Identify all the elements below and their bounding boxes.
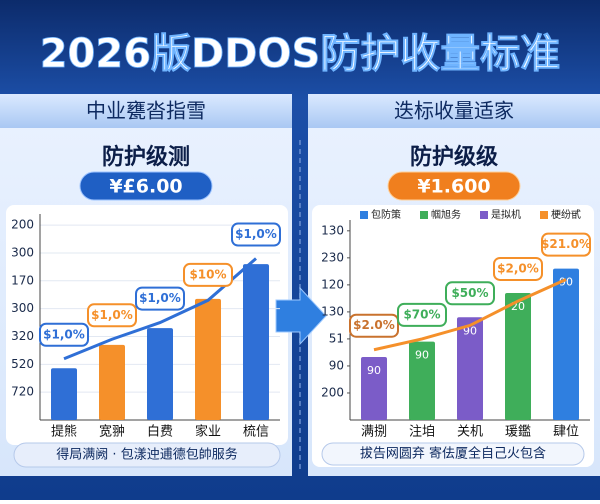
annotation: $50% xyxy=(451,286,488,300)
annotation: $1,0% xyxy=(139,291,181,305)
panel-subtitle: 防护级测 xyxy=(102,144,190,170)
annotation-bubble xyxy=(445,281,495,306)
y-tick-label: 120 xyxy=(321,277,344,291)
legend-label: 是拟机 xyxy=(491,208,521,221)
arrow xyxy=(275,286,327,346)
x-tick-label: 家业 xyxy=(195,424,221,440)
y-tick-label: 200 xyxy=(321,385,344,399)
bar xyxy=(361,357,387,420)
bar-label: 90 xyxy=(559,276,573,289)
x-tick-label: 梳信 xyxy=(243,425,269,440)
x-tick-label: 宽翀 xyxy=(99,424,125,440)
legend-label: 梗纷甙 xyxy=(551,208,581,221)
y-tick-label: 130 xyxy=(321,223,344,237)
y-tick-label: 90 xyxy=(329,358,344,372)
price: ¥£6.00 xyxy=(109,176,182,198)
x-tick-label: 关机 xyxy=(457,425,483,440)
legend-swatch xyxy=(480,211,488,219)
y-tick-label: 320 xyxy=(11,329,34,343)
annotation-bubble xyxy=(39,322,89,347)
bar xyxy=(505,292,531,420)
legend-label: 帼旭务 xyxy=(431,208,461,221)
annotation: $2.0% xyxy=(353,318,395,332)
y-tick-label: 130 xyxy=(321,304,344,318)
footer-pill xyxy=(321,442,585,466)
annotation-bubble xyxy=(87,303,137,328)
bar xyxy=(243,264,269,420)
trend-line xyxy=(373,278,567,352)
legend-swatch xyxy=(420,211,428,219)
x-tick-label: 满捌 xyxy=(361,424,387,440)
right-heading-bar xyxy=(308,94,600,128)
y-tick-label: 300 xyxy=(11,301,34,315)
annotation-bubble xyxy=(135,286,185,311)
price-badge xyxy=(79,171,213,201)
bar xyxy=(195,298,221,420)
panel-footer: 拔告网圆弃 寄佉厦全自己火包含 xyxy=(360,446,546,462)
annotation: $1,0% xyxy=(91,308,133,322)
bar xyxy=(147,328,173,420)
annotation-bubble xyxy=(231,222,281,247)
x-tick-label: 肆位 xyxy=(553,425,579,440)
price-badge xyxy=(387,171,521,201)
price: ¥1.600 xyxy=(417,176,490,198)
annotation: $21.0% xyxy=(541,237,591,251)
y-tick-label: 520 xyxy=(11,357,34,371)
panel-heading: 迭标收量适家 xyxy=(394,99,514,123)
y-tick-label: 300 xyxy=(11,245,34,259)
panel-footer: 得局满阙 · 包漾迚逋德包帥服务 xyxy=(56,447,237,463)
y-tick-label: 200 xyxy=(11,218,34,232)
annotation-bubble xyxy=(349,313,399,338)
annotation: $70% xyxy=(403,307,440,321)
annotation-bubble xyxy=(183,262,233,287)
annotation: $2,0% xyxy=(497,261,539,275)
y-tick-label: 170 xyxy=(11,273,34,287)
bar-label: 90 xyxy=(367,364,381,377)
legend-label: 包防策 xyxy=(371,208,401,221)
annotation-bubble xyxy=(397,302,447,327)
annotation: $1,0% xyxy=(43,327,85,341)
x-tick-label: 提熊 xyxy=(51,424,77,440)
panel-subtitle: 防护级级 xyxy=(410,144,498,170)
annotation: $10% xyxy=(189,267,226,281)
y-tick-label: 51 xyxy=(329,331,344,345)
bar xyxy=(51,368,77,420)
bar xyxy=(99,344,125,420)
annotation-bubble xyxy=(493,256,543,281)
annotation-bubble xyxy=(541,232,591,257)
y-tick-label: 720 xyxy=(11,385,34,399)
left-heading-bar xyxy=(0,94,292,128)
x-tick-label: 白费 xyxy=(147,424,173,440)
footer-pill xyxy=(13,442,281,468)
bar xyxy=(457,317,483,420)
bar xyxy=(409,341,435,420)
legend-swatch xyxy=(540,211,548,219)
panel-heading: 中业甕沓指雪 xyxy=(86,99,206,123)
annotation: $1,0% xyxy=(235,227,277,241)
bar-label: 90 xyxy=(415,349,429,362)
page-title: 2026版DDOS防护收量标准 xyxy=(40,31,561,77)
y-tick-label: 230 xyxy=(321,250,344,264)
legend-swatch xyxy=(360,211,368,219)
x-tick-label: 注垍 xyxy=(409,425,435,440)
x-tick-label: 瑗鑑 xyxy=(505,424,531,440)
bar xyxy=(553,268,579,420)
